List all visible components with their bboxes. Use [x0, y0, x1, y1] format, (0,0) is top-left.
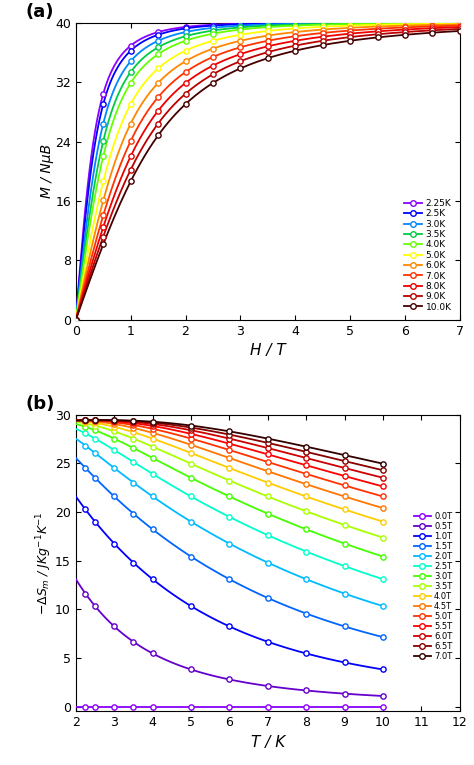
Legend: 2.25K, 2.5K, 3.0K, 3.5K, 4.0K, 5.0K, 6.0K, 7.0K, 8.0K, 9.0K, 10.0K: 2.25K, 2.5K, 3.0K, 3.5K, 4.0K, 5.0K, 6.0…	[401, 195, 455, 315]
Text: (b): (b)	[26, 395, 55, 413]
Legend: 0.0T, 0.5T, 1.0T, 1.5T, 2.0T, 2.5T, 3.0T, 3.5T, 4.0T, 4.5T, 5.0T, 5.5T, 6.0T, 6.: 0.0T, 0.5T, 1.0T, 1.5T, 2.0T, 2.5T, 3.0T…	[410, 509, 456, 665]
Y-axis label: $-\Delta S_m$ / JKg$^{-1}$K$^{-1}$: $-\Delta S_m$ / JKg$^{-1}$K$^{-1}$	[34, 511, 54, 615]
Y-axis label: M / NμB: M / NμB	[40, 145, 54, 198]
X-axis label: T / K: T / K	[251, 735, 285, 750]
Text: (a): (a)	[26, 3, 55, 21]
X-axis label: H / T: H / T	[250, 343, 286, 358]
